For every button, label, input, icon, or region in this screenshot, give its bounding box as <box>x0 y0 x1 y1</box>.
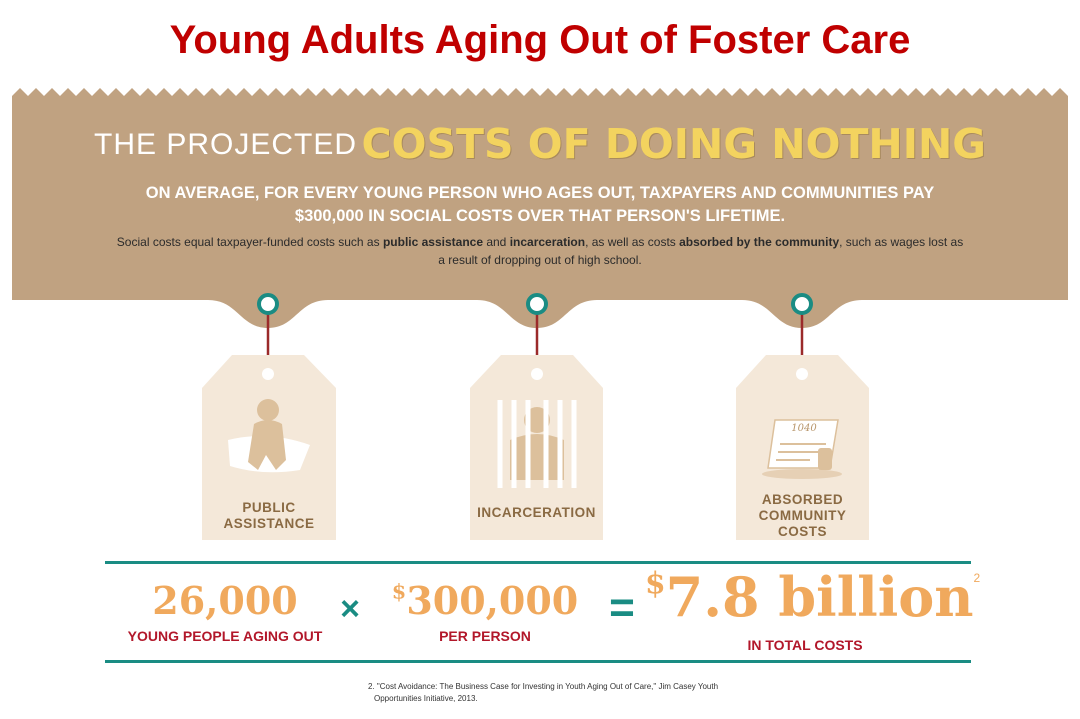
note-bold-public-assistance: public assistance <box>382 235 483 249</box>
tag-strings <box>266 312 804 372</box>
footnote: 2. "Cost Avoidance: The Business Case fo… <box>368 681 728 705</box>
banner-subhead: ON AVERAGE, FOR EVERY YOUNG PERSON WHO A… <box>130 182 950 228</box>
tag-label-3-line-1: ABSORBED <box>761 492 844 507</box>
total-footnote-marker: 2 <box>973 571 981 585</box>
total-amount: $7.8 billion2 <box>645 565 980 629</box>
equation-bottom-rule <box>105 660 971 663</box>
headline-small-text: THE PROJECTED <box>94 128 358 161</box>
total-dollar: $ <box>645 566 666 602</box>
note-bold-incarceration: incarceration <box>509 235 586 249</box>
tag-label-1-line-1: PUBLIC <box>242 500 296 515</box>
banner-headline: THE PROJECTED COSTS OF DOING NOTHING <box>0 120 1080 168</box>
subhead-line-2: $300,000 IN SOCIAL COSTS OVER THAT PERSO… <box>294 207 786 225</box>
footnote-line-2: Opportunities Initiative, 2013. <box>374 694 478 703</box>
tag-rings <box>257 293 813 315</box>
tag-1-hole <box>262 368 274 380</box>
per-person-value: 300,000 <box>406 578 579 623</box>
form-number: 1040 <box>791 423 817 434</box>
tag-label-3-line-2: COMMUNITY COSTS <box>758 508 847 539</box>
tag-ring-2 <box>526 293 548 315</box>
tag-label-public-assistance: PUBLIC ASSISTANCE <box>202 500 336 532</box>
youth-caption: YOUNG PEOPLE AGING OUT <box>127 628 323 644</box>
tag-ring-1 <box>257 293 279 315</box>
tag-ring-3 <box>791 293 813 315</box>
youth-count: 26,000 <box>152 578 298 623</box>
tag-label-1-line-2: ASSISTANCE <box>223 516 315 531</box>
per-person-dollar: $ <box>391 578 407 604</box>
note-bold-community: absorbed by the community <box>679 235 840 249</box>
tag-3-hole <box>796 368 808 380</box>
subhead-line-1: ON AVERAGE, FOR EVERY YOUNG PERSON WHO A… <box>145 184 935 202</box>
headline-big-text: COSTS OF DOING NOTHING <box>361 120 986 168</box>
per-person-caption: PER PERSON <box>439 628 531 644</box>
equation-top-rule <box>105 561 971 564</box>
note-part-2: and <box>483 235 510 249</box>
note-part-3: , as well as costs <box>585 235 680 249</box>
total-caption: IN TOTAL COSTS <box>747 637 863 653</box>
seated-person-icon <box>228 399 310 473</box>
per-person-amount: $300,000 <box>380 578 590 623</box>
tag-label-incarceration: INCARCERATION <box>470 505 603 521</box>
tag-label-2-line-1: INCARCERATION <box>477 505 596 520</box>
slide-title: Young Adults Aging Out of Foster Care <box>169 18 911 62</box>
tag-label-absorbed-costs: ABSORBED COMMUNITY COSTS <box>736 492 869 540</box>
note-part-1: Social costs equal taxpayer-funded costs… <box>116 235 383 249</box>
prison-bars-icon <box>497 400 577 488</box>
tag-2-hole <box>531 368 543 380</box>
banner-note: Social costs equal taxpayer-funded costs… <box>115 233 965 269</box>
equals-sign: = <box>609 583 635 632</box>
footnote-line-1: 2. "Cost Avoidance: The Business Case fo… <box>368 682 719 691</box>
total-value: 7.8 billion <box>665 565 974 629</box>
note-part-4: , such as wages lost as a result of drop… <box>438 235 964 267</box>
times-sign: × <box>340 590 360 628</box>
